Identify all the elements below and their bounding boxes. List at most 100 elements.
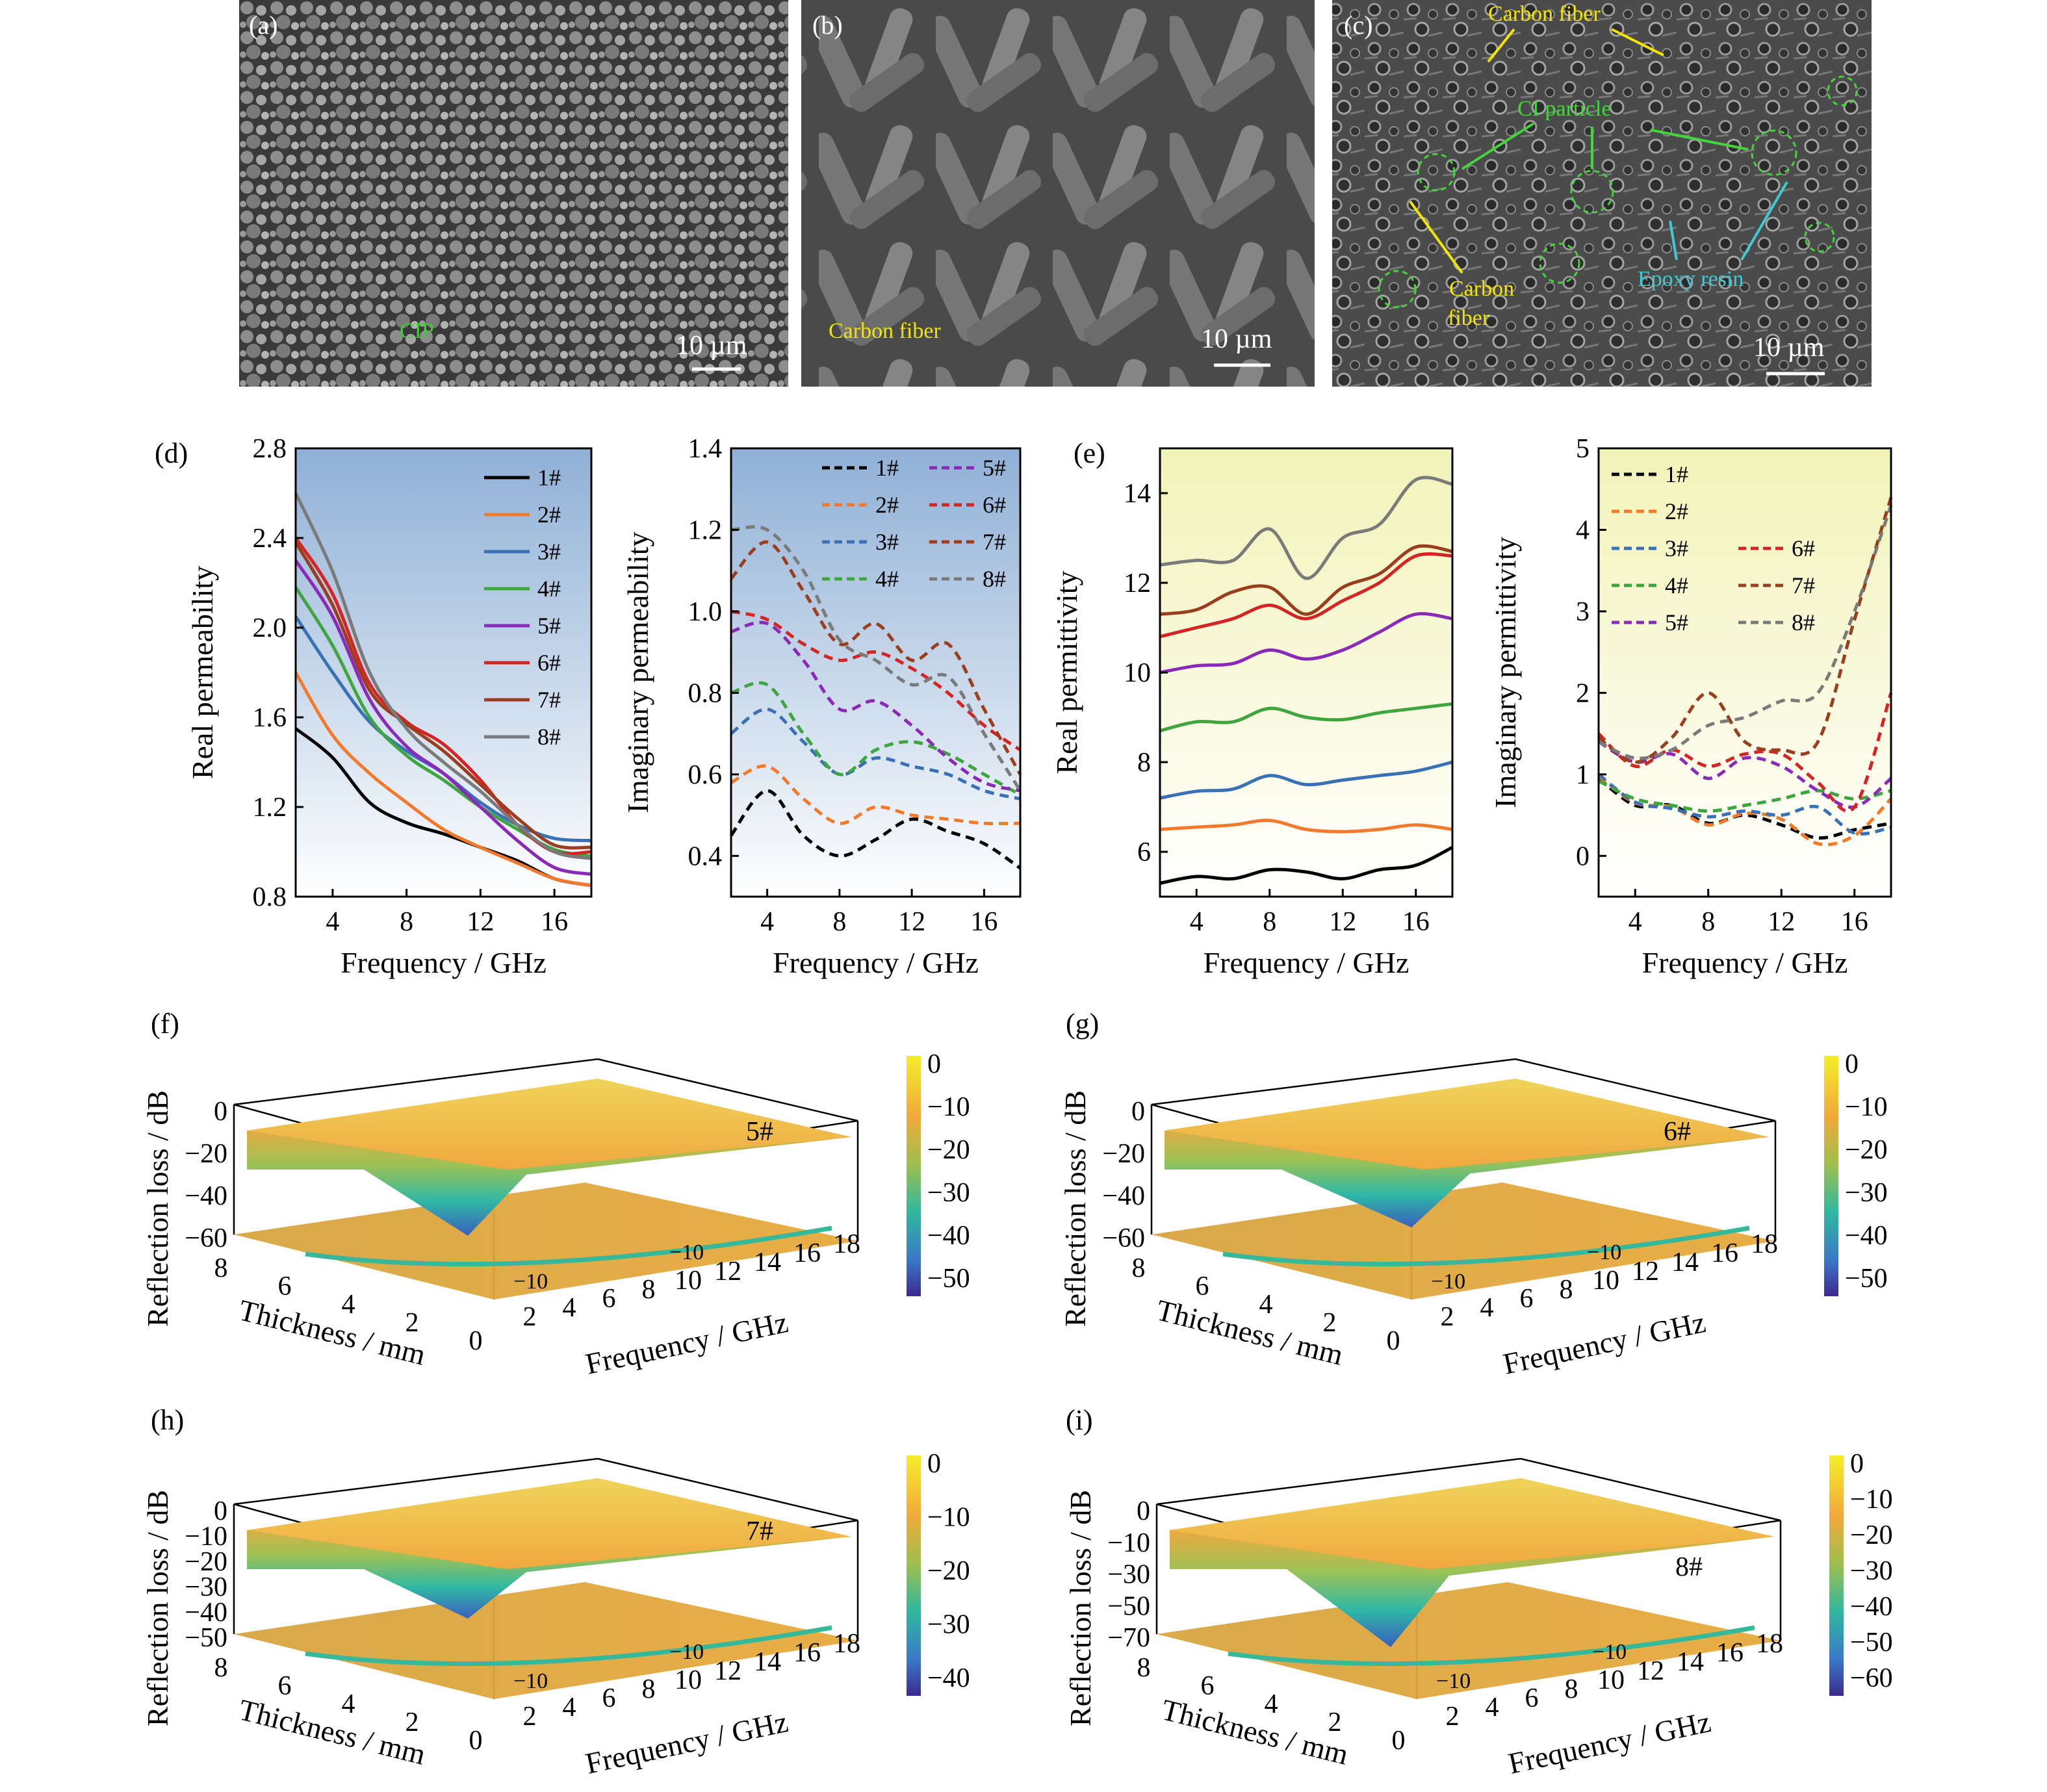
scale-text-b: 10 µm xyxy=(1201,324,1272,354)
z-tick-label: 0 xyxy=(214,1496,227,1526)
arrow-ci-3 xyxy=(1650,129,1749,151)
legend-label: 8# xyxy=(1792,609,1815,635)
legend-label: 5# xyxy=(537,613,561,639)
series-6 xyxy=(1597,692,1893,813)
z-tick-label: −40 xyxy=(185,1181,227,1211)
plot-frame xyxy=(1597,447,1892,898)
colorbar xyxy=(907,1056,921,1296)
scale-text-c: 10 µm xyxy=(1753,333,1825,363)
arrow-epoxy-1 xyxy=(1669,220,1678,261)
legend-label: 1# xyxy=(875,455,899,481)
y-tick-label: 0.6 xyxy=(688,760,723,790)
y-tick-label: 0 xyxy=(1576,841,1590,871)
ci-highlight-3 xyxy=(1751,129,1797,176)
y-tick-label: 1 xyxy=(1576,760,1590,790)
y-tick-label: 6 xyxy=(278,1272,292,1301)
floor-contour xyxy=(1222,1225,1750,1267)
x-axis-label: Frequency / GHz xyxy=(1642,946,1848,979)
contour-label: −10 xyxy=(1431,1270,1465,1294)
colorbar-tick-label: −20 xyxy=(927,1556,970,1586)
x-tick-label: 10 xyxy=(675,1665,702,1695)
sem-panel-c: (c) Carbon fiber CI particle Carbon fibe… xyxy=(1332,0,1872,387)
y-axis-label: Thickness / mm xyxy=(236,1293,430,1372)
z-tick-label: −10 xyxy=(1107,1528,1150,1558)
chart-imaginary-permeability: 4 8 12 16 0.4 0.6 0.8 1.0 1.2 1.4 Frequency / GHz I… xyxy=(621,434,1022,979)
legend: 1# 2# 3# 4# 5# 6# 7# 8# xyxy=(822,455,1006,592)
x-tick-label: 2 xyxy=(523,1302,537,1332)
legend: 1# 2# 3# 4# 5# 6# 7# 8# xyxy=(1612,461,1815,635)
colorbar xyxy=(907,1455,921,1696)
contour-label: −10 xyxy=(669,1240,704,1264)
x-tick-label: 4 xyxy=(563,1693,576,1722)
contour-label: −10 xyxy=(513,1669,548,1693)
series-8 xyxy=(730,525,1022,792)
plot-frame xyxy=(294,447,593,898)
colorbar xyxy=(1824,1056,1838,1296)
annotation-epoxy-resin: Epoxy resin xyxy=(1638,267,1744,291)
z-axis-label: Reflection loss / dB xyxy=(1064,1490,1097,1726)
series-1 xyxy=(729,789,1022,870)
colorbar-tick-label: 0 xyxy=(927,1049,941,1079)
panel-letter-h: (h) xyxy=(151,1404,184,1436)
x-tick-label: 16 xyxy=(1841,907,1868,937)
contour-label: −10 xyxy=(513,1270,548,1294)
legend-label: 3# xyxy=(537,539,561,565)
x-tick-label: 8 xyxy=(400,907,413,937)
x-tick-label: 16 xyxy=(1402,907,1430,937)
series-5 xyxy=(294,559,592,876)
panel-letter-d: (d) xyxy=(155,437,188,469)
series-4 xyxy=(730,681,1022,797)
z-tick-label: −60 xyxy=(1102,1223,1145,1253)
y-tick-label: 1.2 xyxy=(688,515,723,545)
plot-background xyxy=(1599,448,1891,897)
ci-highlight-2 xyxy=(1570,170,1614,214)
y-tick-label: 6 xyxy=(1201,1671,1215,1701)
colorbar-tick-label: 0 xyxy=(927,1449,941,1479)
x-tick-label: 18 xyxy=(833,1229,860,1259)
y-tick-label: 6 xyxy=(1196,1272,1209,1301)
x-tick-label: 8 xyxy=(1263,907,1276,937)
y-tick-label: 2.0 xyxy=(253,613,287,643)
ci-highlight-5 xyxy=(1378,270,1417,309)
x-tick-label: 10 xyxy=(1592,1266,1619,1296)
rl-surface-top xyxy=(1170,1478,1774,1569)
x-tick-label: 16 xyxy=(541,907,568,937)
colorbar-tick-label: 0 xyxy=(1845,1049,1859,1079)
x-tick-label: 4 xyxy=(1629,907,1642,937)
colorbar-tick-label: −40 xyxy=(927,1663,970,1693)
x-tick-label: 4 xyxy=(1480,1293,1494,1323)
panel-letter-g: (g) xyxy=(1066,1008,1099,1040)
colorbar-tick-label: −20 xyxy=(1845,1135,1888,1165)
z-tick-label: 0 xyxy=(1131,1097,1145,1127)
z-tick-label: −40 xyxy=(1102,1181,1145,1211)
x-tick-label: 12 xyxy=(1632,1257,1659,1286)
x-tick-label: 14 xyxy=(754,1248,781,1277)
x-tick-label: 18 xyxy=(1751,1229,1778,1259)
arrow-carbon-fiber-top-1 xyxy=(1487,28,1515,63)
y-axis-label: Thickness / mm xyxy=(236,1693,430,1771)
y-tick-label: 8 xyxy=(214,1253,228,1283)
y-axis-label: Thickness / mm xyxy=(1153,1293,1347,1372)
y-axis-label: Imaginary permeability xyxy=(621,531,654,813)
colorbar-tick-label: 0 xyxy=(1850,1449,1864,1479)
x-tick-label: 8 xyxy=(642,1674,656,1704)
y-tick-label: 8 xyxy=(1132,1253,1146,1283)
legend-label: 8# xyxy=(983,566,1006,592)
sem-image-cip xyxy=(239,0,788,387)
x-tick-label: 4 xyxy=(326,907,339,937)
z-axis-label: Reflection loss / dB xyxy=(141,1490,174,1726)
y-tick-label: 2.8 xyxy=(253,434,287,464)
series-7 xyxy=(1597,496,1893,764)
y-tick-label: 4 xyxy=(1576,515,1590,545)
z-tick-label: −60 xyxy=(185,1223,227,1253)
series-2 xyxy=(1597,774,1892,847)
x-tick-label: 16 xyxy=(793,1238,821,1268)
floor-plane xyxy=(234,1582,858,1699)
x-tick-label: 8 xyxy=(832,907,846,937)
z-tick-label: −40 xyxy=(185,1598,227,1628)
series-5 xyxy=(1159,612,1453,674)
legend-label: 1# xyxy=(1665,461,1688,487)
colorbar-tick-label: −50 xyxy=(927,1264,970,1294)
x-tick-label: 8 xyxy=(642,1275,656,1305)
